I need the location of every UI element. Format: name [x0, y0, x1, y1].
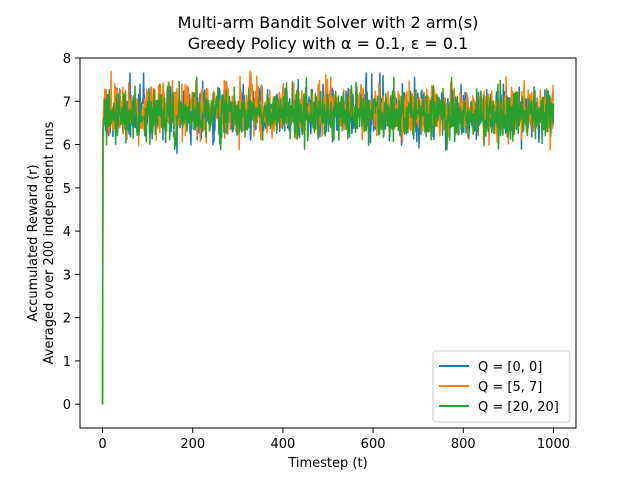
y-tick-label: 6 [63, 139, 71, 154]
x-axis: 0 200 400 600 800 1000 [98, 428, 570, 452]
plot-frame [79, 57, 577, 429]
series-layer [101, 70, 555, 405]
y-tick-label: 7 [63, 95, 71, 110]
series-line-3 [101, 76, 555, 405]
x-tick-label: 600 [361, 437, 386, 452]
x-tick-label: 200 [180, 437, 205, 452]
x-tick-label: 1000 [537, 437, 570, 452]
y-axis-label-line-1: Accumulated Reward (r) [26, 164, 41, 321]
x-tick-label: 800 [451, 437, 476, 452]
y-tick-label: 4 [63, 225, 71, 240]
y-tick-label: 5 [63, 182, 71, 197]
y-axis-label-line-2: Averaged over 200 independent runs [42, 121, 57, 364]
legend-label-q-5-7: Q = [5, 7] [478, 380, 542, 395]
y-tick-label: 1 [63, 355, 71, 370]
x-tick-label: 0 [98, 437, 106, 452]
x-tick-label: 400 [270, 437, 295, 452]
chart-title-line-2: Greedy Policy with α = 0.1, ε = 0.1 [188, 34, 469, 53]
legend-label-q-0-0: Q = [0, 0] [478, 360, 542, 375]
legend-label-q-20-20: Q = [20, 20] [478, 400, 559, 415]
legend: Q = [0, 0] Q = [5, 7] Q = [20, 20] [432, 350, 571, 423]
y-tick-label: 8 [63, 52, 71, 67]
y-axis: 0 1 2 3 4 5 6 7 8 [63, 52, 80, 413]
x-axis-label: Timestep (t) [287, 456, 367, 471]
y-tick-label: 2 [63, 312, 71, 327]
chart-title-line-1: Multi-arm Bandit Solver with 2 arm(s) [178, 13, 479, 32]
y-tick-label: 3 [63, 268, 71, 283]
y-tick-label: 0 [63, 398, 71, 413]
legend-box [432, 350, 571, 423]
